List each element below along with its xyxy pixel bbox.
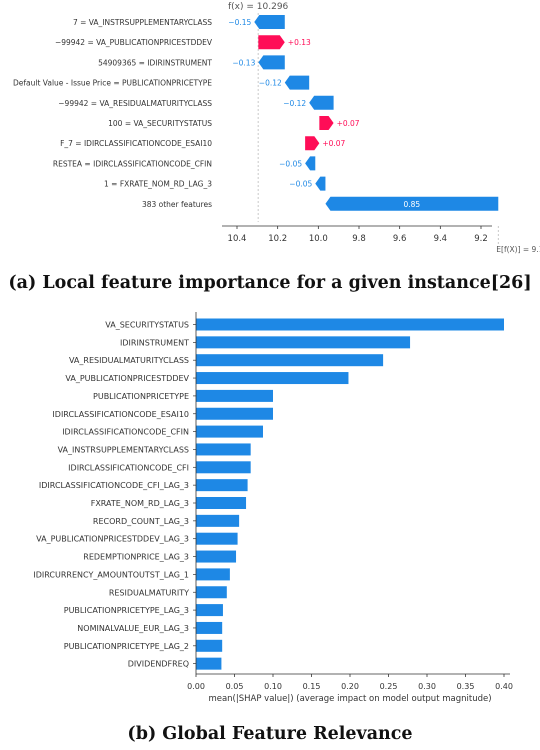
category-label: VA_INSTRSUPPLEMENTARYCLASS xyxy=(58,445,189,454)
feature-label: −99942 = VA_RESIDUALMATURITYCLASS xyxy=(58,99,212,108)
x-tick-label: 10.2 xyxy=(268,234,287,244)
category-label: IDIRCURRENCY_AMOUNTOUTST_LAG_1 xyxy=(33,570,189,579)
relevance-bar xyxy=(196,497,247,509)
x-tick-label: 0.40 xyxy=(495,682,513,691)
category-label: VA_SECURITYSTATUS xyxy=(105,321,189,330)
x-tick-label: 0.30 xyxy=(418,682,436,691)
relevance-bar xyxy=(196,568,230,581)
x-tick-label: 0.10 xyxy=(264,682,282,691)
category-label: PUBLICATIONPRICETYPE xyxy=(93,392,189,401)
caption-b: (b) Global Feature Relevance xyxy=(127,724,413,744)
waterfall-bar xyxy=(258,55,285,70)
waterfall-bar xyxy=(254,15,285,29)
value-label: +0.13 xyxy=(288,38,311,47)
waterfall-bar xyxy=(315,176,326,191)
waterfall-bar xyxy=(305,156,316,171)
category-label: IDIRCLASSIFICATIONCODE_CFIN xyxy=(62,428,189,437)
relevance-bar xyxy=(196,604,223,617)
feature-label: 7 = VA_INSTRSUPPLEMENTARYCLASS xyxy=(73,18,212,27)
relevance-bar xyxy=(196,336,411,349)
category-label: IDIRCLASSIFICATIONCODE_ESAI10 xyxy=(52,410,189,419)
relevance-bar xyxy=(196,372,349,385)
category-label: PUBLICATIONPRICETYPE_LAG_3 xyxy=(64,606,189,615)
x-tick-label: 9.2 xyxy=(474,234,488,244)
feature-label: 100 = VA_SECURITYSTATUS xyxy=(108,119,212,128)
feature-label: −99942 = VA_PUBLICATIONPRICESTDDEV xyxy=(55,38,213,47)
feature-label: 383 other features xyxy=(142,200,212,209)
relevance-bar xyxy=(196,354,384,367)
value-label: −0.15 xyxy=(228,18,251,27)
feature-label: F_7 = IDIRCLASSIFICATIONCODE_ESAI10 xyxy=(60,139,212,148)
relevance-bar xyxy=(196,425,263,438)
x-axis-title: mean(|SHAP value|) (average impact on mo… xyxy=(208,694,491,704)
relevance-bar xyxy=(196,461,251,474)
feature-label: RESTEA = IDIRCLASSIFICATIONCODE_CFIN xyxy=(53,159,212,168)
x-tick-label: 0.05 xyxy=(226,682,244,691)
efx-label: E[f(X)] = 9.115 xyxy=(496,245,540,254)
relevance-bar xyxy=(196,514,240,527)
category-label: IDIRINSTRUMENT xyxy=(120,338,189,347)
relevance-bar xyxy=(196,443,251,456)
category-label: IDIRCLASSIFICATIONCODE_CFI_LAG_3 xyxy=(39,481,189,490)
value-label: −0.13 xyxy=(232,58,255,67)
relevance-bar xyxy=(196,407,273,420)
relevance-bar xyxy=(196,657,222,670)
waterfall-bar xyxy=(258,35,285,50)
relevance-bar xyxy=(196,532,238,545)
x-tick-label: 0.20 xyxy=(341,682,359,691)
x-tick-label: 9.4 xyxy=(434,234,448,244)
relevance-bar xyxy=(196,586,227,599)
value-label: +0.07 xyxy=(322,139,345,148)
category-label: PUBLICATIONPRICETYPE_LAG_2 xyxy=(64,642,189,651)
feature-label: Default Value - Issue Price = PUBLICATIO… xyxy=(13,79,212,88)
x-tick-label: 10.4 xyxy=(228,234,247,244)
x-tick-label: 0.00 xyxy=(187,682,205,691)
category-label: VA_RESIDUALMATURITYCLASS xyxy=(69,356,189,365)
category-label: NOMINALVALUE_EUR_LAG_3 xyxy=(77,624,189,633)
feature-label: 54909365 = IDIRINSTRUMENT xyxy=(98,58,212,67)
relevance-bar xyxy=(196,318,504,331)
relevance-bar xyxy=(196,639,223,652)
waterfall-chart: f(x) = 10.296 7 = VA_INSTRSUPPLEMENTARYCL… xyxy=(13,2,540,254)
waterfall-bar xyxy=(309,95,334,110)
relevance-bar xyxy=(196,389,273,402)
category-label: IDIRCLASSIFICATIONCODE_CFI xyxy=(68,463,189,472)
category-label: RESIDUALMATURITY xyxy=(109,588,189,597)
category-label: REDEMPTIONPRICE_LAG_3 xyxy=(83,553,189,562)
category-label: VA_PUBLICATIONPRICESTDDEV xyxy=(65,374,189,383)
waterfall-bar xyxy=(325,196,499,211)
x-tick-label: 10.0 xyxy=(309,234,328,244)
x-tick-label: 9.6 xyxy=(393,234,407,244)
x-tick-label: 9.8 xyxy=(352,234,366,244)
fx-label: f(x) = 10.296 xyxy=(228,2,289,12)
waterfall-bar xyxy=(284,75,310,90)
global-relevance-bar-chart: VA_SECURITYSTATUS IDIRINSTRUMENT VA_RESIDU… xyxy=(33,312,513,704)
x-tick-label: 0.35 xyxy=(457,682,475,691)
relevance-bar xyxy=(196,550,237,563)
value-label: 0.85 xyxy=(404,200,421,209)
category-label: VA_PUBLICATIONPRICESTDDEV_LAG_3 xyxy=(36,535,189,544)
feature-label: 1 = FXRATE_NOM_RD_LAG_3 xyxy=(104,180,212,189)
value-label: −0.05 xyxy=(279,159,302,168)
x-tick-label: 0.25 xyxy=(380,682,398,691)
category-label: RECORD_COUNT_LAG_3 xyxy=(93,517,189,526)
waterfall-bar xyxy=(305,136,320,151)
value-label: +0.07 xyxy=(337,119,360,128)
relevance-bar xyxy=(196,621,223,634)
value-label: −0.12 xyxy=(283,99,306,108)
category-label: DIVIDENDFREQ xyxy=(128,660,189,669)
waterfall-bar xyxy=(319,116,334,130)
value-label: −0.12 xyxy=(259,79,282,88)
x-tick-label: 0.15 xyxy=(303,682,321,691)
category-label: FXRATE_NOM_RD_LAG_3 xyxy=(91,499,189,508)
relevance-bar xyxy=(196,479,248,492)
value-label: −0.05 xyxy=(289,180,312,189)
caption-a: (a) Local feature importance for a given… xyxy=(8,273,532,293)
